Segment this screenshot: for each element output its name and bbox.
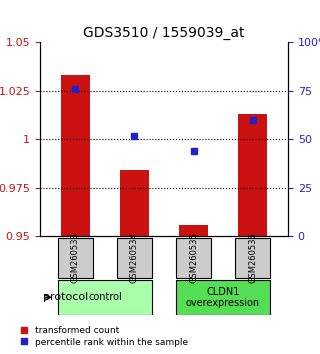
Text: GSM260534: GSM260534: [130, 233, 139, 283]
Legend: transformed count, percentile rank within the sample: transformed count, percentile rank withi…: [20, 326, 188, 347]
Text: protocol: protocol: [43, 292, 88, 302]
FancyBboxPatch shape: [176, 280, 270, 315]
FancyBboxPatch shape: [176, 238, 211, 278]
Bar: [179, 225, 208, 236]
FancyBboxPatch shape: [58, 280, 152, 315]
Bar: [120, 170, 149, 236]
FancyBboxPatch shape: [58, 238, 93, 278]
FancyBboxPatch shape: [117, 238, 152, 278]
Bar: [238, 114, 267, 236]
Bar: [61, 75, 90, 236]
Title: GDS3510 / 1559039_at: GDS3510 / 1559039_at: [83, 26, 245, 40]
Text: control: control: [88, 292, 122, 302]
Text: GSM260536: GSM260536: [248, 233, 257, 284]
Text: GSM260533: GSM260533: [71, 233, 80, 284]
FancyBboxPatch shape: [235, 238, 270, 278]
Text: CLDN1
overexpression: CLDN1 overexpression: [186, 286, 260, 308]
Text: GSM260535: GSM260535: [189, 233, 198, 283]
